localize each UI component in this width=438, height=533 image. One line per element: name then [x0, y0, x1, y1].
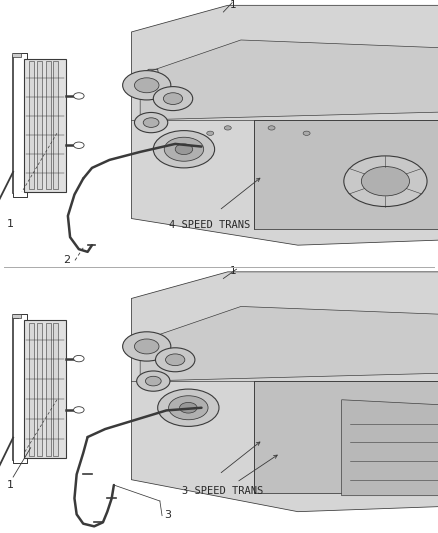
- Circle shape: [143, 118, 159, 127]
- Polygon shape: [140, 306, 438, 381]
- Text: 1: 1: [230, 0, 237, 10]
- Text: 1: 1: [230, 266, 237, 277]
- Bar: [12, 313, 21, 318]
- Bar: [36, 61, 42, 189]
- Bar: [53, 61, 58, 189]
- Bar: [12, 53, 21, 58]
- Circle shape: [207, 131, 214, 135]
- Circle shape: [163, 93, 183, 104]
- Circle shape: [224, 126, 231, 130]
- Circle shape: [74, 142, 84, 148]
- Text: 4 SPEED TRANS: 4 SPEED TRANS: [169, 220, 250, 230]
- Bar: [29, 322, 34, 456]
- Circle shape: [268, 126, 275, 130]
- Circle shape: [134, 112, 168, 133]
- Circle shape: [145, 376, 161, 386]
- Circle shape: [153, 86, 193, 111]
- Circle shape: [158, 389, 219, 426]
- Circle shape: [155, 348, 195, 372]
- Bar: [46, 61, 51, 189]
- Circle shape: [137, 371, 170, 391]
- Circle shape: [134, 78, 159, 93]
- Bar: [46, 322, 51, 456]
- Polygon shape: [131, 272, 438, 512]
- Circle shape: [74, 356, 84, 362]
- Circle shape: [169, 395, 208, 420]
- Circle shape: [180, 402, 197, 413]
- Bar: [29, 61, 34, 189]
- Bar: [36, 322, 42, 456]
- Circle shape: [166, 354, 185, 366]
- Text: 1: 1: [7, 480, 14, 490]
- Polygon shape: [131, 5, 438, 245]
- Circle shape: [134, 339, 159, 354]
- Circle shape: [344, 156, 427, 207]
- Circle shape: [123, 70, 171, 100]
- Polygon shape: [140, 40, 438, 120]
- Polygon shape: [254, 381, 438, 493]
- Text: 3: 3: [164, 510, 171, 520]
- Circle shape: [74, 93, 84, 99]
- Polygon shape: [342, 400, 438, 496]
- Circle shape: [123, 332, 171, 361]
- Text: 1: 1: [7, 219, 14, 229]
- Circle shape: [74, 407, 84, 413]
- Circle shape: [361, 166, 410, 196]
- Circle shape: [164, 137, 204, 161]
- Circle shape: [153, 131, 215, 168]
- Polygon shape: [254, 120, 438, 229]
- Text: 3 SPEED TRANS: 3 SPEED TRANS: [182, 486, 263, 496]
- Circle shape: [303, 131, 310, 135]
- Bar: [24, 320, 66, 458]
- Circle shape: [175, 144, 193, 155]
- Text: 2: 2: [64, 254, 71, 264]
- Bar: [53, 322, 58, 456]
- Bar: [24, 59, 66, 192]
